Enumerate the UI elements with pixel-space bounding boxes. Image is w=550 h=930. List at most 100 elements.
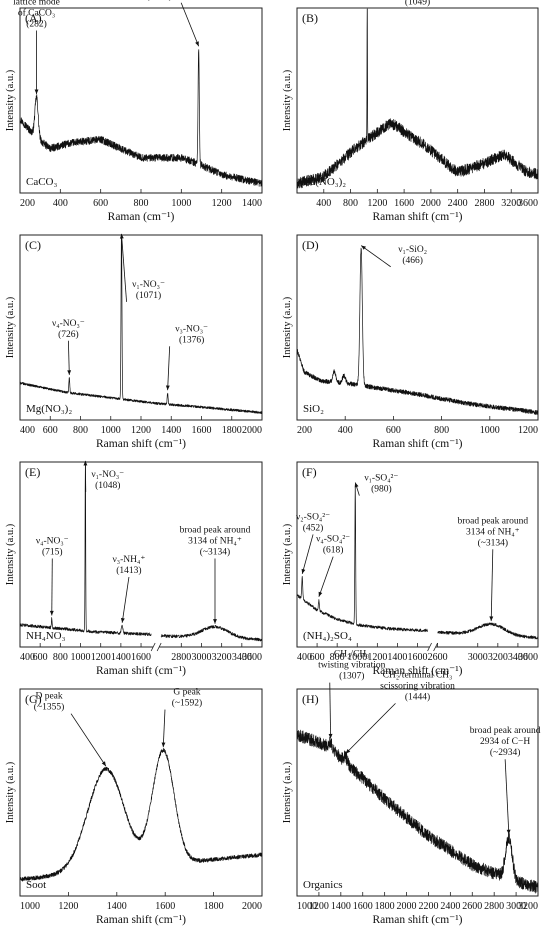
annotation-arrowhead [161,742,166,748]
annotation-arrowhead [345,749,351,754]
sample-label: Mg(NO₃)₂ [26,403,72,415]
annotation-text: ν₄-NO₃⁻ [52,319,85,329]
x-tick-label: 3400 [232,652,252,663]
x-tick-label: 1600 [131,652,151,663]
x-tick-label: 1600 [394,198,414,209]
annotation-arrowhead [361,245,366,250]
axis-break-mark [156,642,162,652]
sample-label: SiO₂ [303,403,324,415]
x-tick-label: 1200 [91,652,111,663]
annotation-text: G peak [173,688,200,698]
sample-label: Organics [303,879,343,891]
plot-frame [296,688,539,897]
panel-g: (G) Soot Intensity (a.u.) Raman shift (cm⁻¹… [5,688,263,926]
annotation-arrowhead [83,460,88,466]
x-tick-label: 1200 [518,425,538,436]
x-tick-label: 400 [20,652,35,663]
annotation-arrow [318,556,334,597]
x-tick-label: 1000 [480,425,500,436]
annotation-arrow [68,340,70,375]
annotation-text: 3134 of NH₄⁺ [466,526,520,537]
annotation-text: (466) [402,255,423,266]
x-axis-label: Raman shift (cm⁻¹) [96,438,186,450]
annotation-arrowhead [34,89,39,95]
sample-label: CaCO₃ [26,176,58,188]
annotation-arrowhead [195,41,199,47]
annotation-text: (980) [371,484,392,495]
x-tick-label: 2400 [448,198,468,209]
x-tick-label: 2000 [242,901,262,912]
annotation-arrow [301,534,314,574]
x-tick-label: 3000 [468,652,488,663]
annotation-text: CH₂/CH₃ [334,650,370,660]
annotation-text: ν₁-NO₃⁻ [91,470,124,480]
annotation-arrowhead [101,761,106,767]
x-tick-label: 400 [53,198,68,209]
annotation-text: (1444) [405,691,430,702]
spectrum-trace [160,624,263,642]
plot-frame [19,7,263,194]
y-axis-label: Intensity (a.u.) [5,761,16,823]
axis-break-mark [150,642,156,652]
annotation-arrowhead [489,616,494,622]
x-tick-label: 1400 [387,652,407,663]
panel-label: (G) [25,692,42,706]
annotation-arrowhead [119,233,124,239]
spectrum-trace [296,484,428,633]
x-tick-label: 1400 [111,652,131,663]
annotation-arrow [167,346,171,391]
panel-d: (D) SiO₂ Intensity (a.u.) Raman shift (cm⁻¹… [282,234,539,450]
annotation-text: (1049) [405,0,430,7]
x-tick-label: 3200 [488,652,508,663]
annotation-arrow [51,558,53,616]
annotation-arrow [162,709,166,748]
panel-a: (A) CaCO₃ Intensity (a.u.) Raman (cm⁻¹) 200 4… [5,0,263,223]
x-axis-label: Raman (cm⁻¹) [108,211,175,223]
axis-break-mark [433,642,438,652]
annotation-arrowhead [165,385,170,391]
panel-h: (H) Organics Intensity (a.u.) Raman shift (… [282,650,541,926]
spectrum-trace [19,235,263,414]
annotation-text: ν₁-SO₄²⁻ [364,474,398,484]
spectrum-trace [437,622,539,640]
x-tick-label: 800 [434,425,449,436]
spectrum-trace [296,8,539,189]
annotation-text: (452) [303,522,324,533]
x-tick-label: 1800 [222,425,242,436]
axis-break-mask [429,641,436,653]
x-tick-label: 2000 [421,198,441,209]
x-tick-label: 1200 [309,901,329,912]
x-tick-label: 1000 [71,652,91,663]
panel-label: (D) [302,238,319,252]
x-tick-label: 800 [53,652,68,663]
annotation-text: (282) [26,19,47,30]
x-axis-label: Raman shift (cm⁻¹) [373,665,463,677]
annotation-arrowhead [354,482,359,488]
y-axis-label: Intensity (a.u.) [5,296,16,358]
spectrum-trace [296,247,539,415]
annotation-text: broad peak around [180,526,251,536]
panel-label: (E) [25,465,40,479]
annotation-text: (~1355) [34,702,64,713]
annotation-arrow [360,245,391,268]
x-tick-label: 1400 [107,901,127,912]
x-tick-label: 800 [73,425,88,436]
x-tick-label: 1200 [58,901,78,912]
annotation-arrowhead [213,619,217,624]
annotation-arrowhead [328,733,333,739]
panel-label: (C) [25,238,41,252]
y-axis-label: Intensity (a.u.) [282,761,293,823]
annotation-text: 2934 of C−H [480,736,530,747]
annotation-arrowhead [506,829,511,835]
x-tick-label: 3000 [506,901,526,912]
spectrum-trace [296,729,539,894]
x-tick-label: 2600 [428,652,448,663]
annotation-text: (~1592) [172,698,202,709]
plot-frame [296,7,539,194]
x-tick-label: 1200 [367,198,387,209]
plot-frame [296,234,539,421]
annotation-text: (1071) [136,290,161,301]
x-tick-label: 600 [43,425,58,436]
axis-break-mark [427,642,432,652]
